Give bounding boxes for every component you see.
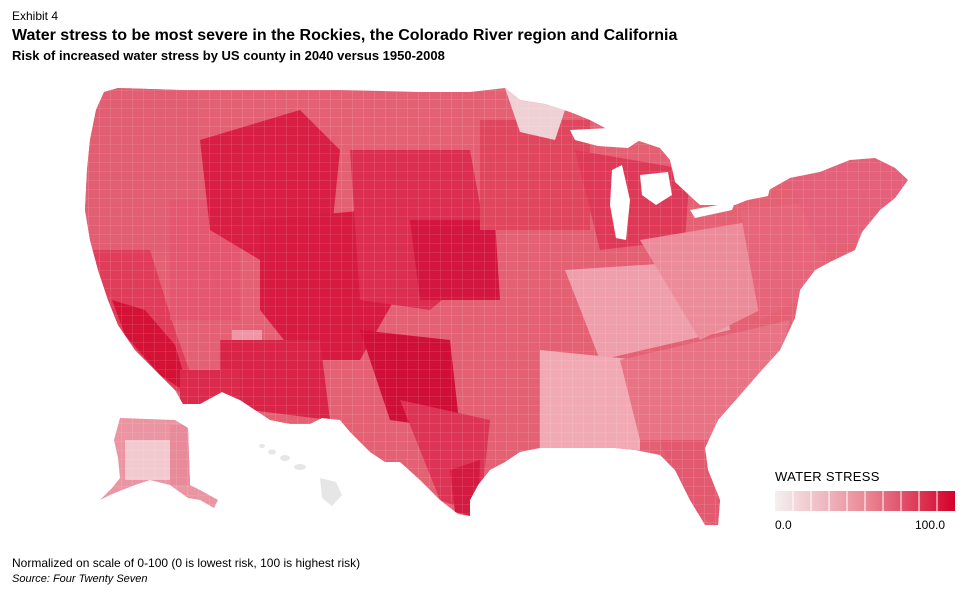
chart-subtitle: Risk of increased water stress by US cou… — [12, 48, 445, 63]
contiguous-us — [85, 88, 908, 525]
alaska — [100, 418, 218, 508]
legend-min-label: 0.0 — [775, 518, 792, 532]
legend-max-label: 100.0 — [915, 518, 946, 532]
exhibit-label: Exhibit 4 — [12, 9, 59, 23]
legend-title: WATER STRESS — [775, 469, 880, 484]
source-note: Source: Four Twenty Seven — [12, 573, 148, 585]
hawaii — [259, 444, 342, 506]
great-lakes — [570, 128, 770, 240]
footnote: Normalized on scale of 0-100 (0 is lowes… — [12, 556, 361, 570]
legend-color-bar — [775, 491, 955, 511]
chart-title: Water stress to be most severe in the Ro… — [12, 27, 678, 44]
